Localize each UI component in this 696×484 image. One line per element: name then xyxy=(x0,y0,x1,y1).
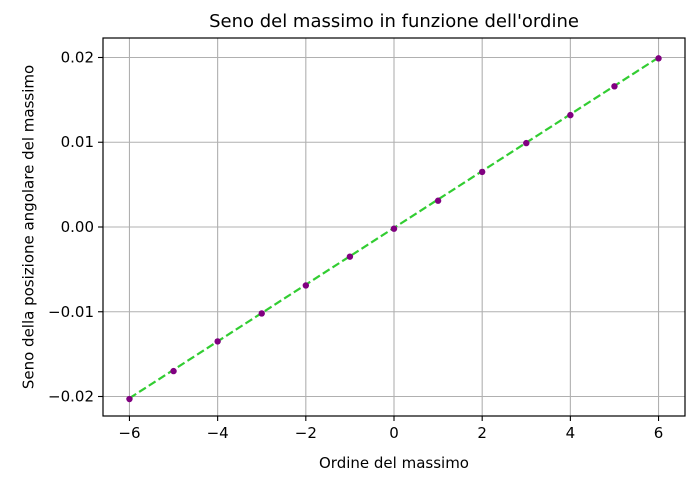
data-point xyxy=(478,168,486,176)
data-point xyxy=(611,83,618,90)
y-tick-label: 0.00 xyxy=(61,218,94,236)
y-tick-label: 0.01 xyxy=(61,133,94,151)
x-tick-label: −2 xyxy=(295,424,317,442)
x-tick-label: −6 xyxy=(118,424,140,442)
x-axis: −6 −4 −2 0 2 4 6 xyxy=(118,416,663,442)
data-point xyxy=(523,139,530,147)
data-point xyxy=(258,310,265,317)
y-tick-label: 0.02 xyxy=(61,48,94,66)
y-tick-label: −0.02 xyxy=(48,388,94,406)
data-point xyxy=(567,111,574,119)
data-point xyxy=(126,395,133,403)
x-tick-label: −4 xyxy=(207,424,229,442)
x-tick-label: 4 xyxy=(566,424,576,442)
y-axis: −0.02 −0.01 0.00 0.01 0.02 xyxy=(48,48,103,406)
data-points-layer xyxy=(126,55,662,403)
chart-title: Seno del massimo in funzione dell'ordine xyxy=(209,11,579,32)
data-point xyxy=(214,338,221,345)
x-axis-label: Ordine del massimo xyxy=(319,454,469,472)
data-point xyxy=(302,282,310,289)
y-tick-label: −0.01 xyxy=(48,303,94,321)
data-point xyxy=(390,225,398,232)
data-point xyxy=(170,367,177,375)
x-tick-label: 2 xyxy=(477,424,487,442)
y-axis-label: Seno della posizione angolare del massim… xyxy=(19,65,37,389)
grid xyxy=(103,38,685,416)
data-point xyxy=(346,253,354,260)
x-tick-label: 0 xyxy=(389,424,399,442)
x-tick-label: 6 xyxy=(654,424,664,442)
data-point xyxy=(655,55,662,62)
data-point xyxy=(434,197,442,204)
